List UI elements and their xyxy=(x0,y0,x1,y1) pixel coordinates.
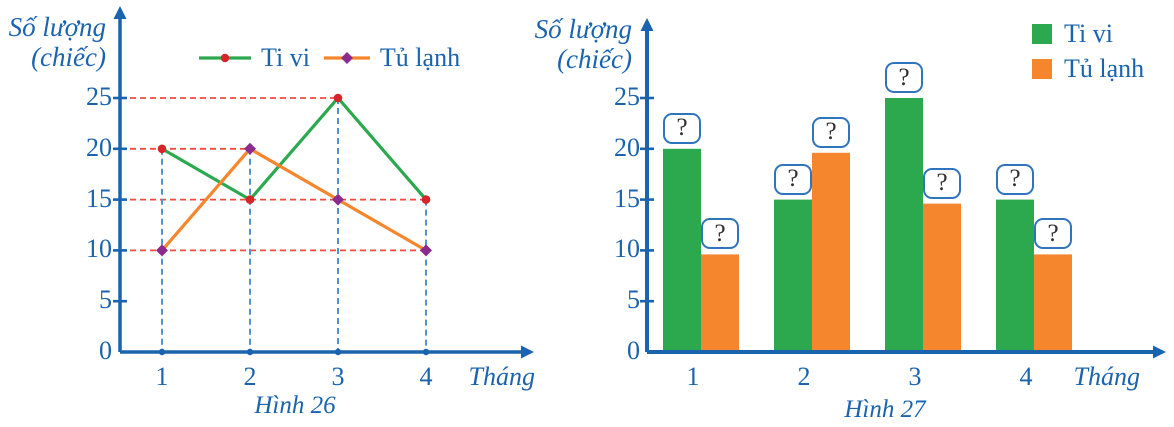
left-x-tick-label-3: 3 xyxy=(331,362,345,391)
left-x-tick-label-1: 1 xyxy=(155,362,169,391)
right-y-tick-label-25: 25 xyxy=(614,82,640,111)
question-badge-tulanh-month-4: ? xyxy=(1034,218,1072,250)
question-badge-tulanh-month-3: ? xyxy=(923,167,961,199)
bar-tivi-month-2 xyxy=(774,199,812,352)
marker-tivi-month-4 xyxy=(421,195,431,204)
left-y-axis-title-line1: Số lượng xyxy=(8,12,106,42)
tivi-swatch-icon xyxy=(1032,24,1052,44)
bar-tulanh-month-3 xyxy=(923,203,961,352)
question-badge-tivi-month-4: ? xyxy=(996,163,1034,195)
bar-tivi-month-3 xyxy=(885,98,923,352)
right-y-axis-arrow xyxy=(640,18,654,31)
marker-tulanh-month-2 xyxy=(244,142,256,155)
left-y-axis-title-line2: (chiếc) xyxy=(31,42,106,72)
left-x-tick-label-4: 4 xyxy=(419,362,433,391)
left-x-tick-label-2: 2 xyxy=(243,362,257,391)
left-legend-label-tulanh: Tủ lạnh xyxy=(379,43,461,72)
right-legend-label-tivi: Ti vi xyxy=(1064,19,1113,48)
bar-tulanh-month-1 xyxy=(701,254,739,352)
tulanh-swatch-icon xyxy=(1032,59,1052,79)
right-x-tick-label-4: 4 xyxy=(1019,362,1033,391)
left-y-tick-label-25: 25 xyxy=(86,82,112,111)
left-x-axis-arrow xyxy=(521,345,534,359)
right-y-tick-label-10: 10 xyxy=(614,234,640,264)
left-y-tick-label-15: 15 xyxy=(86,183,112,213)
right-legend-row-tulanh: Tủ lạnh xyxy=(1032,55,1144,83)
left-caption: Hình 26 xyxy=(254,392,336,419)
series-line-tulanh xyxy=(160,146,427,252)
question-badge-tivi-month-3: ? xyxy=(885,62,923,93)
tivi-line-marker-icon xyxy=(199,53,251,63)
marker-tulanh-month-4 xyxy=(420,244,432,257)
question-badge-tivi-month-2: ? xyxy=(774,163,812,195)
question-badge-tulanh-month-1: ? xyxy=(701,218,739,250)
right-y-axis-title: Số lượng (chiếc) xyxy=(528,14,632,74)
marker-tivi-month-3 xyxy=(333,93,343,103)
right-x-axis-arrow xyxy=(1153,345,1166,359)
right-legend-label-tulanh: Tủ lạnh xyxy=(1064,54,1145,83)
right-y-axis-title-line1: Số lượng xyxy=(534,14,632,44)
right-y-tick-label-15: 15 xyxy=(614,183,640,213)
right-x-tick-label-3: 3 xyxy=(908,362,922,391)
right-y-axis-title-line2: (chiếc) xyxy=(557,44,632,74)
right-legend-row-tivi: Ti vi xyxy=(1032,20,1113,48)
series-line-tivi xyxy=(161,95,428,202)
question-badge-tivi-month-1: ? xyxy=(663,112,701,144)
marker-tulanh-month-3 xyxy=(332,193,344,206)
left-x-axis-title: Tháng xyxy=(468,362,535,391)
left-y-tick-label-0: 0 xyxy=(99,336,112,365)
marker-tulanh-month-1 xyxy=(156,244,168,257)
bar-tivi-month-1 xyxy=(663,148,701,352)
left-y-axis-title: Số lượng (chiếc) xyxy=(2,12,106,72)
right-y-tick-label-20: 20 xyxy=(614,132,640,162)
right-x-tick-label-2: 2 xyxy=(797,362,811,391)
right-x-tick-label-1: 1 xyxy=(686,362,700,391)
left-y-axis-arrow xyxy=(113,6,127,19)
tulanh-line-marker-icon xyxy=(323,52,370,64)
bar-tivi-month-4 xyxy=(996,199,1034,352)
left-y-tick-label-5: 5 xyxy=(99,285,112,315)
bar-tulanh-month-2 xyxy=(812,152,850,352)
right-y-tick-label-5: 5 xyxy=(627,285,640,315)
question-badge-tulanh-month-2: ? xyxy=(812,116,850,148)
marker-tivi-month-1 xyxy=(157,144,167,154)
left-legend-label-tivi: Ti vi xyxy=(261,43,310,72)
right-caption: Hình 27 xyxy=(844,396,926,423)
left-y-tick-label-20: 20 xyxy=(86,132,112,162)
marker-tivi-month-2 xyxy=(245,195,255,204)
right-x-axis-title: Tháng xyxy=(1073,362,1140,391)
left-legend: Ti vi Tủ lạnh xyxy=(198,44,460,72)
bar-tulanh-month-4 xyxy=(1034,254,1072,352)
left-y-tick-label-10: 10 xyxy=(86,234,112,264)
right-y-tick-label-0: 0 xyxy=(627,336,640,365)
